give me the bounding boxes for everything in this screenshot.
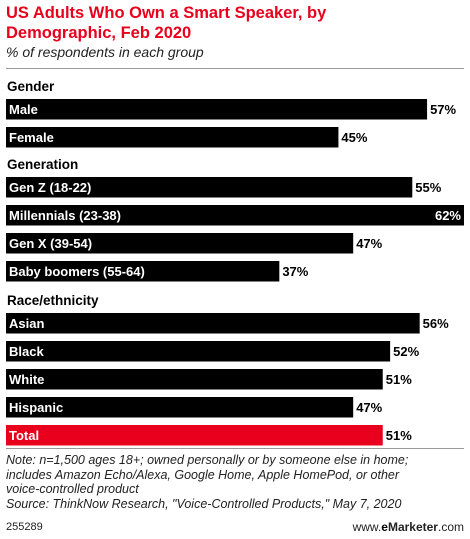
category-label: Female (9, 130, 54, 145)
data-label: 57% (430, 102, 456, 117)
category-label: Millennials (23-38) (9, 208, 121, 223)
category-label: Asian (9, 316, 44, 331)
category-label: Gen X (39-54) (9, 236, 92, 251)
data-label: 55% (415, 180, 441, 195)
category-label: White (9, 372, 44, 387)
bar (6, 205, 464, 226)
data-label: 51% (386, 428, 412, 443)
data-label: 47% (356, 236, 382, 251)
brand-suffix: .com (437, 520, 464, 534)
bar (6, 127, 339, 148)
bar (6, 341, 391, 362)
data-label: 51% (386, 372, 412, 387)
group-label: Generation (7, 157, 78, 172)
bar (6, 369, 383, 390)
category-label: Black (9, 344, 44, 359)
bar (6, 425, 383, 446)
brand-prefix: www. (352, 520, 382, 534)
note-line: Note: n=1,500 ages 18+; owned personally… (6, 453, 409, 467)
note-line: voice-controlled product (6, 482, 139, 496)
bar (6, 177, 413, 198)
group-label: Gender (7, 79, 55, 94)
note-line: includes Amazon Echo/Alexa, Google Home,… (6, 467, 400, 482)
brand-e: e (381, 520, 388, 534)
group-label: Race/ethnicity (7, 293, 99, 308)
bar (6, 397, 354, 418)
chart-id: 255289 (6, 521, 43, 533)
brand-main: Marketer (387, 520, 438, 534)
bar (6, 99, 428, 120)
bar (6, 233, 354, 254)
brand-logo[interactable]: www.eMarketer.com (353, 520, 464, 534)
category-label: Gen Z (18-22) (9, 180, 91, 195)
chart-title: US Adults Who Own a Smart Speaker, by De… (6, 4, 327, 42)
top-divider (6, 68, 464, 69)
data-label: 62% (435, 208, 461, 223)
data-label: 47% (356, 400, 382, 415)
source-line: Source: ThinkNow Research, "Voice-Contro… (6, 496, 402, 511)
bottom-divider (6, 448, 464, 449)
data-label: 52% (393, 344, 419, 359)
bar (6, 313, 420, 334)
data-label: 45% (341, 130, 367, 145)
data-label: 56% (423, 316, 449, 331)
category-label: Baby boomers (55-64) (9, 264, 145, 279)
category-label: Hispanic (9, 400, 63, 415)
chart-note: Note: n=1,500 ages 18+; owned personally… (6, 453, 466, 511)
bar (6, 261, 280, 282)
category-label: Male (9, 102, 38, 117)
category-label: Total (9, 428, 39, 443)
data-label: 37% (282, 264, 308, 279)
chart-subtitle: % of respondents in each group (6, 44, 204, 60)
